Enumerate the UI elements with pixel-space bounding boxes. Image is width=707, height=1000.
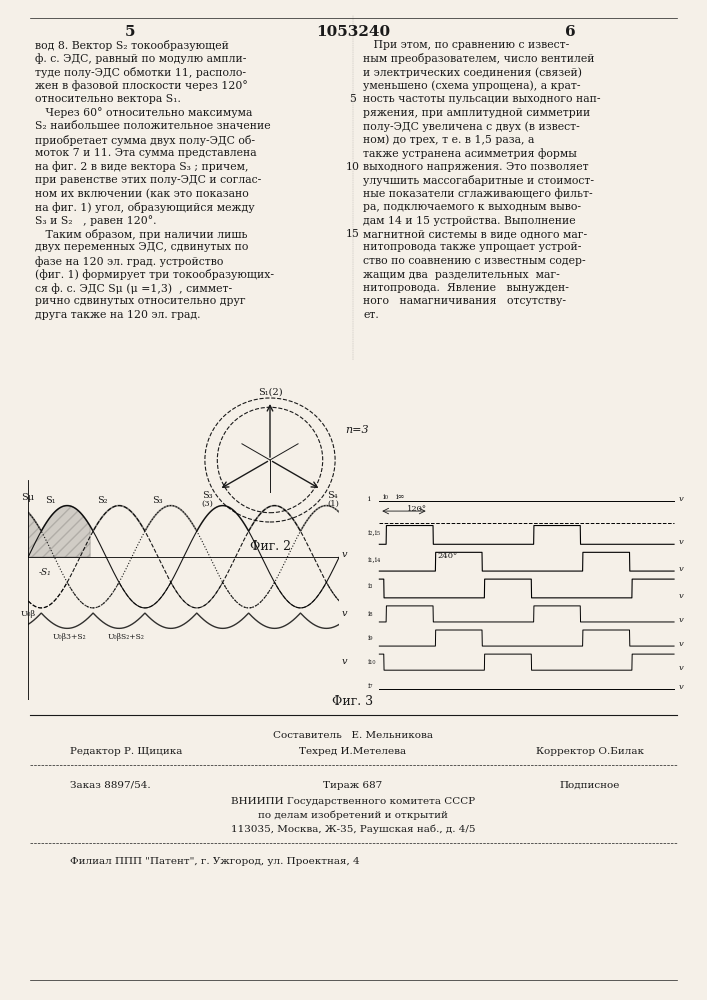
Text: ность частоты пульсации выходного нап-: ность частоты пульсации выходного нап- bbox=[363, 94, 600, 104]
Text: i₃: i₃ bbox=[368, 582, 373, 590]
Text: ном их включении (как это показано: ном их включении (как это показано bbox=[35, 188, 249, 199]
Text: 1053240: 1053240 bbox=[317, 25, 390, 39]
Text: v: v bbox=[679, 616, 684, 624]
Text: магнитной системы в виде одного маг-: магнитной системы в виде одного маг- bbox=[363, 229, 587, 239]
Text: v: v bbox=[679, 592, 684, 600]
Text: Техред И.Метелева: Техред И.Метелева bbox=[300, 747, 407, 756]
Text: i₈: i₈ bbox=[368, 610, 373, 618]
Text: вод 8. Вектор S₂ токообразующей: вод 8. Вектор S₂ токообразующей bbox=[35, 40, 229, 51]
Text: i₉: i₉ bbox=[368, 634, 373, 642]
Text: i∞: i∞ bbox=[396, 493, 405, 501]
Text: S₃: S₃ bbox=[152, 496, 163, 505]
Text: ет.: ет. bbox=[363, 310, 379, 320]
Text: рично сдвинутых относительно друг: рично сдвинутых относительно друг bbox=[35, 296, 245, 306]
Text: 5: 5 bbox=[349, 94, 356, 104]
Text: 5: 5 bbox=[124, 25, 135, 39]
Text: v: v bbox=[679, 683, 684, 691]
Text: U₀βS₂+S₂: U₀βS₂+S₂ bbox=[107, 633, 144, 641]
Text: улучшить массогабаритные и стоимост-: улучшить массогабаритные и стоимост- bbox=[363, 175, 594, 186]
Text: ся ф. с. ЭДС Sμ (μ =1,3)  , симмет-: ся ф. с. ЭДС Sμ (μ =1,3) , симмет- bbox=[35, 283, 232, 294]
Text: Заказ 8897/54.: Заказ 8897/54. bbox=[70, 781, 151, 790]
Text: Таким образом, при наличии лишь: Таким образом, при наличии лишь bbox=[35, 229, 247, 240]
Text: S₄: S₄ bbox=[327, 491, 338, 500]
Text: (1): (1) bbox=[327, 499, 339, 507]
Text: 113035, Москва, Ж-35, Раушская наб., д. 4/5: 113035, Москва, Ж-35, Раушская наб., д. … bbox=[230, 825, 475, 834]
Text: ВНИИПИ Государственного комитета СССР: ВНИИПИ Государственного комитета СССР bbox=[231, 797, 475, 806]
Text: уменьшено (схема упрощена), а крат-: уменьшено (схема упрощена), а крат- bbox=[363, 81, 580, 91]
Text: жен в фазовой плоскости через 120°: жен в фазовой плоскости через 120° bbox=[35, 81, 247, 91]
Text: S₁: S₁ bbox=[46, 496, 57, 505]
Text: -S₁: -S₁ bbox=[38, 568, 51, 577]
Text: i: i bbox=[368, 495, 370, 503]
Text: также устранена асимметрия формы: также устранена асимметрия формы bbox=[363, 148, 577, 159]
Text: нитопровода также упрощает устрой-: нитопровода также упрощает устрой- bbox=[363, 242, 581, 252]
Text: v: v bbox=[342, 657, 347, 666]
Text: моток 7 и 11. Эта сумма представлена: моток 7 и 11. Эта сумма представлена bbox=[35, 148, 257, 158]
Text: на фиг. 1) угол, образующийся между: на фиг. 1) угол, образующийся между bbox=[35, 202, 255, 213]
Text: U₀β3+S₂: U₀β3+S₂ bbox=[53, 633, 87, 641]
Text: S₃ и S₂   , равен 120°.: S₃ и S₂ , равен 120°. bbox=[35, 216, 156, 226]
Text: ра, подключаемого к выходным выво-: ра, подключаемого к выходным выво- bbox=[363, 202, 581, 212]
Text: относительно вектора S₁.: относительно вектора S₁. bbox=[35, 94, 181, 104]
Text: жащим два  разделительных  маг-: жащим два разделительных маг- bbox=[363, 269, 560, 279]
Text: нитопровода.  Явление   вынужден-: нитопровода. Явление вынужден- bbox=[363, 283, 569, 293]
Text: v: v bbox=[679, 565, 684, 573]
Text: U₀β: U₀β bbox=[21, 610, 36, 618]
Text: туде полу-ЭДС обмотки 11, располо-: туде полу-ЭДС обмотки 11, располо- bbox=[35, 67, 246, 78]
Text: фазе на 120 эл. град. устройство: фазе на 120 эл. град. устройство bbox=[35, 256, 223, 267]
Text: (3): (3) bbox=[201, 499, 213, 507]
Text: выходного напряжения. Это позволяет: выходного напряжения. Это позволяет bbox=[363, 161, 589, 172]
Text: друга также на 120 эл. град.: друга также на 120 эл. град. bbox=[35, 310, 201, 320]
Text: v: v bbox=[679, 538, 684, 546]
Text: S₃: S₃ bbox=[202, 491, 213, 500]
Text: v: v bbox=[342, 609, 347, 618]
Text: ным преобразователем, число вентилей: ным преобразователем, число вентилей bbox=[363, 53, 595, 64]
Text: v: v bbox=[679, 495, 684, 503]
Text: по делам изобретений и открытий: по делам изобретений и открытий bbox=[258, 811, 448, 820]
Text: v: v bbox=[679, 640, 684, 648]
Text: на фиг. 2 в виде вектора S₃ ; причем,: на фиг. 2 в виде вектора S₃ ; причем, bbox=[35, 161, 248, 172]
Text: полу-ЭДС увеличена с двух (в извест-: полу-ЭДС увеличена с двух (в извест- bbox=[363, 121, 580, 132]
Text: S₁(2): S₁(2) bbox=[257, 387, 282, 396]
Text: ф. с. ЭДС, равный по модулю ампли-: ф. с. ЭДС, равный по модулю ампли- bbox=[35, 53, 246, 64]
Text: Подписное: Подписное bbox=[560, 781, 620, 790]
Text: Φиг. 2: Φиг. 2 bbox=[250, 540, 291, 553]
Text: Корректор О.Билак: Корректор О.Билак bbox=[536, 747, 644, 756]
Text: дам 14 и 15 устройства. Выполнение: дам 14 и 15 устройства. Выполнение bbox=[363, 216, 575, 226]
Text: Составитель   Е. Мельникова: Составитель Е. Мельникова bbox=[273, 731, 433, 740]
Text: ство по соавнению с известным содер-: ство по соавнению с известным содер- bbox=[363, 256, 585, 266]
Text: 120°: 120° bbox=[407, 505, 428, 513]
Text: i₂,i₅: i₂,i₅ bbox=[368, 529, 381, 537]
Text: 10: 10 bbox=[346, 161, 360, 172]
Text: ного   намагничивания   отсутству-: ного намагничивания отсутству- bbox=[363, 296, 566, 306]
Text: Тираж 687: Тираж 687 bbox=[323, 781, 382, 790]
Text: при равенстве этих полу-ЭДС и соглас-: при равенстве этих полу-ЭДС и соглас- bbox=[35, 175, 262, 185]
Text: 6: 6 bbox=[565, 25, 575, 39]
Text: i₀: i₀ bbox=[383, 493, 389, 501]
Text: ные показатели сглаживающего фильт-: ные показатели сглаживающего фильт- bbox=[363, 188, 592, 199]
Text: Филиал ППП "Патент", г. Ужгород, ул. Проектная, 4: Филиал ППП "Патент", г. Ужгород, ул. Про… bbox=[70, 857, 360, 866]
Text: S₂: S₂ bbox=[98, 496, 108, 505]
Text: Φиг. 3: Φиг. 3 bbox=[332, 695, 373, 708]
Text: n=3: n=3 bbox=[345, 425, 368, 435]
Text: v: v bbox=[342, 550, 347, 559]
Text: и электрических соединения (связей): и электрических соединения (связей) bbox=[363, 67, 582, 78]
Text: v: v bbox=[679, 664, 684, 672]
Text: S₂ наибольшее положительное значение: S₂ наибольшее положительное значение bbox=[35, 121, 271, 131]
Text: (фиг. 1) формирует три токообразующих-: (фиг. 1) формирует три токообразующих- bbox=[35, 269, 274, 280]
Text: Sμ: Sμ bbox=[21, 493, 34, 502]
Text: приобретает сумма двух полу-ЭДС об-: приобретает сумма двух полу-ЭДС об- bbox=[35, 134, 255, 145]
Text: i₁₀: i₁₀ bbox=[368, 658, 376, 666]
Text: 240°: 240° bbox=[438, 552, 458, 560]
Text: ном) до трех, т е. в 1,5 раза, а: ном) до трех, т е. в 1,5 раза, а bbox=[363, 134, 534, 145]
Text: При этом, по сравнению с извест-: При этом, по сравнению с извест- bbox=[363, 40, 569, 50]
Text: Редактор Р. Щицика: Редактор Р. Щицика bbox=[70, 747, 182, 756]
Text: i₁,i₄: i₁,i₄ bbox=[368, 555, 381, 563]
Text: Через 60° относительно максимума: Через 60° относительно максимума bbox=[35, 107, 252, 118]
Text: i₇: i₇ bbox=[368, 682, 373, 690]
Text: двух переменных ЭДС, сдвинутых по: двух переменных ЭДС, сдвинутых по bbox=[35, 242, 248, 252]
Text: ряжения, при амплитудной симметрии: ряжения, при амплитудной симметрии bbox=[363, 107, 590, 117]
Text: 15: 15 bbox=[346, 229, 360, 239]
